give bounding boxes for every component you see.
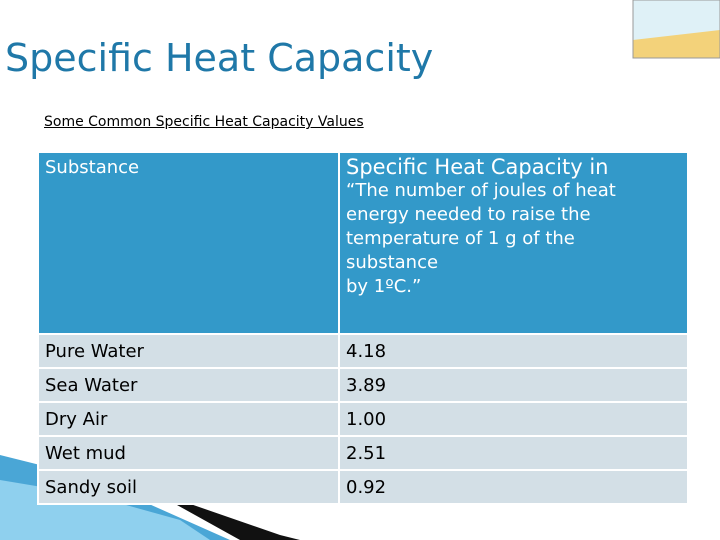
substance-cell: Sandy soil	[37, 469, 340, 505]
table-body: Pure Water 4.18 Sea Water 3.89 Dry Air 1.00 We…	[37, 333, 689, 505]
substance-cell: Sea Water	[37, 367, 340, 403]
substance-cell: Dry Air	[37, 401, 340, 437]
heat-table: Substance Specific Heat Capacity in “The…	[37, 151, 689, 505]
substance-cell: Wet mud	[37, 435, 340, 471]
header-cell: Specific Heat Capacity in “The number of…	[338, 151, 689, 335]
table-row: Pure Water 4.18	[37, 333, 689, 369]
table-row: Sandy soil 0.92	[37, 469, 689, 505]
header-note-line: temperature of 1 g of the	[346, 228, 575, 249]
value-cell: 0.92	[338, 469, 689, 505]
header-note-line: energy needed to raise the	[346, 204, 591, 225]
value-cell: 4.18	[338, 333, 689, 369]
header-note-line: “The number of joules of heat	[346, 180, 616, 201]
beach-frame	[632, 0, 720, 59]
header-title: Specific Heat Capacity in	[346, 155, 609, 179]
table-row: Sea Water 3.89	[37, 367, 689, 403]
header-note-line: by 1ºC.”	[346, 276, 422, 297]
header-note-line: substance	[346, 252, 439, 273]
table-row: Wet mud 2.51	[37, 435, 689, 471]
wave-shape	[150, 490, 300, 540]
value-cell: 1.00	[338, 401, 689, 437]
table-caption: Some Common Specific Heat Capacity Value…	[44, 114, 364, 130]
table-row: Dry Air 1.00	[37, 401, 689, 437]
beach-sand	[633, 30, 720, 58]
value-cell: 3.89	[338, 367, 689, 403]
substance-cell: Pure Water	[37, 333, 340, 369]
header-row: Substance Specific Heat Capacity in “The…	[37, 151, 689, 335]
value-cell: 2.51	[338, 435, 689, 471]
header-note: “The number of joules of heat energy need…	[346, 179, 681, 299]
slide-title: Specific Heat Capacity	[5, 36, 434, 80]
header-cell: Substance	[37, 151, 340, 335]
